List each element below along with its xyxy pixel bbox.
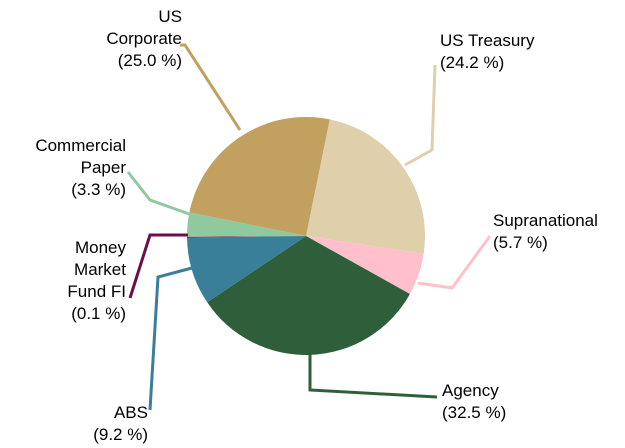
slice-label: Agency (32.5 %) <box>442 380 552 424</box>
slice-label: Money Market Fund FI (0.1 %) <box>51 237 126 325</box>
leader-line <box>308 350 438 399</box>
category-label: US Treasury <box>440 31 535 50</box>
pie-slice <box>187 212 306 237</box>
slice-label: US Corporate (25.0 %) <box>82 6 182 72</box>
pie-slice <box>306 119 425 254</box>
pie-slice <box>306 236 424 294</box>
category-label: ABS <box>113 403 148 422</box>
value-label: (25.0 %) <box>117 51 182 70</box>
slice-label: US Treasury (24.2 %) <box>440 30 550 74</box>
slice-label: Commercial Paper (3.3 %) <box>6 135 126 201</box>
category-label: Money Market Fund FI <box>67 238 126 301</box>
leader-line <box>404 64 437 167</box>
leader-line <box>128 233 188 299</box>
pie-slice <box>187 236 306 303</box>
slice-label: ABS (9.2 %) <box>58 402 148 446</box>
pie-slice <box>189 116 330 236</box>
leader-line <box>148 266 193 411</box>
leader-line <box>126 171 193 217</box>
category-label: Supranational <box>493 211 598 230</box>
value-label: (0.1 %) <box>71 304 126 323</box>
category-label: Agency <box>442 381 499 400</box>
slice-label: Supranational (5.7 %) <box>493 210 623 254</box>
value-label: (9.2 %) <box>93 425 148 444</box>
value-label: (5.7 %) <box>493 233 548 252</box>
value-label: (32.5 %) <box>442 403 507 422</box>
leader-line <box>180 43 242 131</box>
value-label: (3.3 %) <box>71 180 126 199</box>
category-label: Commercial Paper <box>35 136 126 177</box>
category-label: US Corporate <box>106 7 182 48</box>
value-label: (24.2 %) <box>440 53 505 72</box>
pie-slice <box>187 236 306 238</box>
pie-slice <box>207 236 410 356</box>
leader-line <box>417 235 492 290</box>
